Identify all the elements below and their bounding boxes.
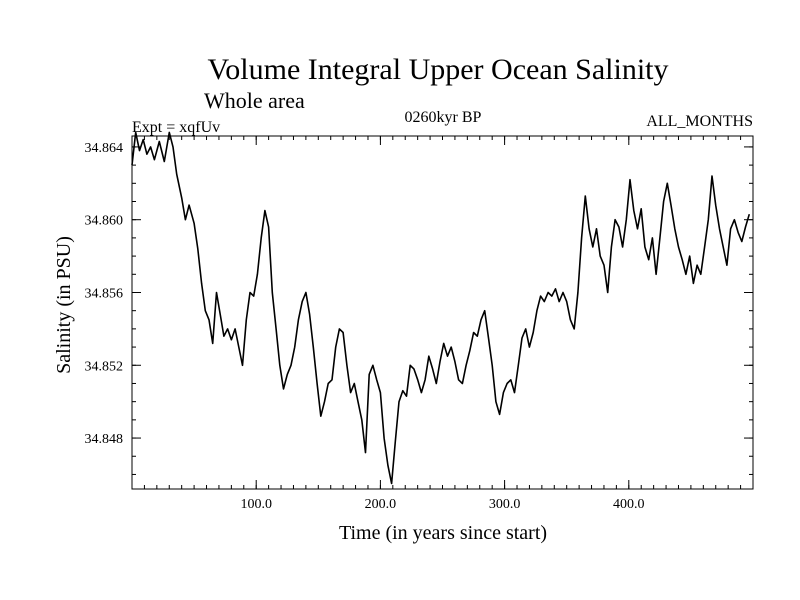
series-line-salinity <box>131 131 751 485</box>
chart-subtitle: Whole area <box>204 88 305 113</box>
months-label: ALL_MONTHS <box>646 113 753 130</box>
x-tick-label: 100.0 <box>240 497 272 512</box>
x-tick-label: 300.0 <box>489 497 521 512</box>
tick-labels: 100.0 200.0 300.0 400.0 34.848 34.852 34.856 34… <box>85 141 645 512</box>
plot-frame <box>131 135 754 490</box>
series-layer <box>131 131 751 485</box>
y-tick-label: 34.864 <box>85 141 124 156</box>
x-axis-label: Time (in years since start) <box>339 522 547 544</box>
y-axis-label: Salinity (in PSU) <box>53 236 75 374</box>
x-tick-label: 400.0 <box>613 497 645 512</box>
x-tick-label: 200.0 <box>365 497 397 512</box>
y-tick-label: 34.852 <box>85 359 124 374</box>
axis-ticks <box>132 136 753 489</box>
period-label: 0260kyr BP <box>405 109 482 126</box>
experiment-label: Expt = xqfUv <box>132 119 220 136</box>
y-tick-label: 34.848 <box>85 432 124 447</box>
chart-title: Volume Integral Upper Ocean Salinity <box>208 53 669 86</box>
y-tick-label: 34.860 <box>85 214 124 229</box>
y-tick-label: 34.856 <box>85 286 124 301</box>
